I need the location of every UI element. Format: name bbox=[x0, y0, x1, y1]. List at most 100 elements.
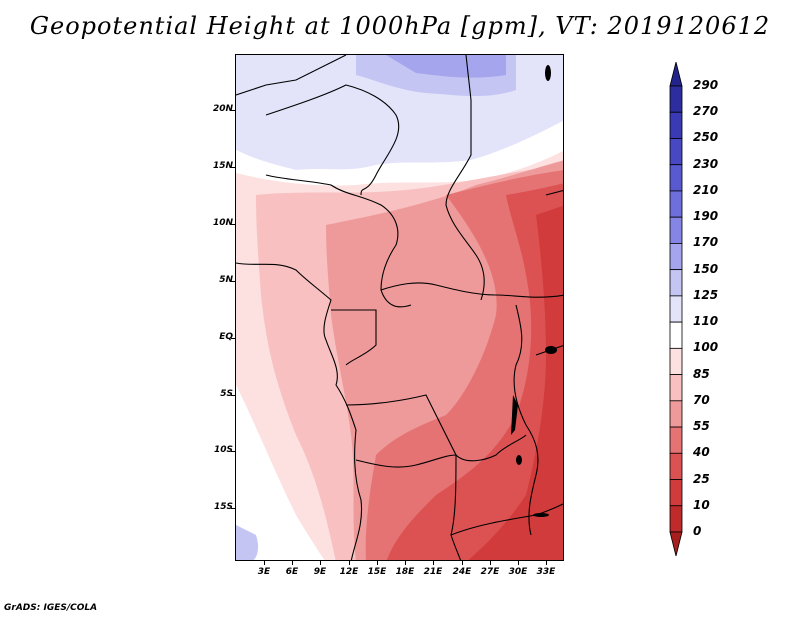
colorbar-level-label: 270 bbox=[693, 104, 719, 119]
lon-tick bbox=[349, 561, 350, 565]
colorbar-cell bbox=[669, 400, 683, 428]
colorbar-level-label: 290 bbox=[693, 78, 719, 92]
lat-tick bbox=[231, 338, 235, 339]
colorbar-cell bbox=[669, 479, 683, 507]
border-east-rift bbox=[513, 304, 539, 536]
lon-tick bbox=[320, 561, 321, 565]
lat-tick bbox=[231, 395, 235, 396]
lat-label-15n: 15N bbox=[212, 161, 233, 171]
colorbar-level-label: 70 bbox=[693, 392, 710, 407]
colorbar-level-label: 250 bbox=[693, 130, 719, 145]
colorbar-level-label: 85 bbox=[693, 366, 710, 381]
map-panel bbox=[235, 54, 564, 561]
lon-tick bbox=[405, 561, 406, 565]
geopotential-height-map bbox=[236, 55, 563, 560]
colorbar-cell bbox=[669, 426, 683, 454]
colorbar-cell bbox=[669, 505, 683, 533]
colorbar-level-label: 10 bbox=[693, 497, 710, 512]
lon-label-33e: 33E bbox=[536, 567, 556, 577]
colorbar-level-label: 190 bbox=[693, 209, 719, 224]
colorbar-level-label: 110 bbox=[693, 314, 719, 329]
colorbar-cell bbox=[669, 243, 683, 271]
lat-label-20n: 20N bbox=[212, 104, 233, 114]
colorbar-cell bbox=[669, 321, 683, 349]
colorbar-level-label: 210 bbox=[693, 182, 719, 197]
border-gabon-congo bbox=[331, 309, 377, 366]
colorbar-cell bbox=[669, 269, 683, 297]
colorbar-cells bbox=[669, 62, 683, 557]
colorbar-cell bbox=[669, 85, 683, 113]
height-band-25-40 bbox=[386, 183, 563, 560]
lon-label-15e: 15E bbox=[367, 567, 387, 577]
colorbar-cell bbox=[669, 164, 683, 192]
lat-tick bbox=[231, 281, 235, 282]
colorbar-level-label: 150 bbox=[693, 261, 719, 276]
colorbar-cell bbox=[669, 531, 683, 557]
height-band-south-west-blue bbox=[236, 525, 259, 560]
lon-label-30e: 30E bbox=[508, 567, 528, 577]
colorbar-cell bbox=[669, 138, 683, 166]
lat-label-10s: 10S bbox=[213, 445, 233, 455]
colorbar-level-label: 40 bbox=[693, 445, 710, 460]
height-band-100-110 bbox=[236, 121, 563, 186]
height-band-10-25 bbox=[468, 205, 563, 560]
colorbar-level-label: 125 bbox=[693, 287, 719, 302]
lon-label-6e: 6E bbox=[285, 567, 299, 577]
colorbar bbox=[669, 62, 683, 557]
lon-tick bbox=[518, 561, 519, 565]
lon-tick bbox=[292, 561, 293, 565]
border-drc-angola bbox=[345, 394, 527, 462]
colorbar-cell bbox=[669, 452, 683, 480]
lat-label-10n: 10N bbox=[212, 218, 233, 228]
lon-label-18e: 18E bbox=[395, 567, 415, 577]
lon-tick bbox=[433, 561, 434, 565]
colorbar-cell bbox=[669, 111, 683, 139]
lat-label-5s: 5S bbox=[220, 389, 233, 399]
colorbar-cell bbox=[669, 62, 683, 87]
nile-lake-north bbox=[545, 65, 551, 81]
border-angola-zambia bbox=[355, 454, 462, 560]
border-north-west bbox=[236, 55, 347, 96]
lon-label-12e: 12E bbox=[339, 567, 359, 577]
lat-tick bbox=[231, 508, 235, 509]
colorbar-level-label: 230 bbox=[693, 156, 719, 171]
lat-label-15s: 15S bbox=[213, 502, 233, 512]
colorbar-level-label: 0 bbox=[693, 524, 702, 538]
colorbar-level-label: 25 bbox=[693, 471, 710, 486]
lon-label-27e: 27E bbox=[480, 567, 500, 577]
lon-label-21e: 21E bbox=[423, 567, 443, 577]
colorbar-level-label: 55 bbox=[693, 419, 710, 434]
colorbar-level-label: 100 bbox=[693, 340, 719, 355]
lon-label-3e: 3E bbox=[257, 567, 271, 577]
lon-tick bbox=[462, 561, 463, 565]
grads-credit: GrADS: IGES/COLA bbox=[4, 603, 98, 613]
atlantic-coastline bbox=[236, 262, 363, 560]
lake-mweru bbox=[516, 455, 522, 465]
lon-tick bbox=[377, 561, 378, 565]
lake-kariba bbox=[533, 513, 549, 517]
border-central bbox=[265, 174, 412, 308]
lon-label-24e: 24E bbox=[452, 567, 472, 577]
lat-tick bbox=[231, 224, 235, 225]
colorbar-cell bbox=[669, 347, 683, 375]
lon-tick bbox=[490, 561, 491, 565]
colorbar-cell bbox=[669, 216, 683, 244]
colorbar-level-label: 170 bbox=[693, 235, 719, 250]
lakes bbox=[511, 65, 557, 517]
lat-tick bbox=[231, 451, 235, 452]
lon-tick bbox=[546, 561, 547, 565]
colorbar-cell bbox=[669, 374, 683, 402]
border-car-drc bbox=[380, 282, 563, 298]
height-band-south-west-low bbox=[236, 385, 325, 560]
map-title: Geopotential Height at 1000hPa [gpm], VT… bbox=[29, 12, 771, 40]
lat-tick bbox=[231, 110, 235, 111]
colorbar-cell bbox=[669, 295, 683, 323]
lat-tick bbox=[231, 167, 235, 168]
coastlines-and-borders bbox=[236, 55, 563, 560]
border-sudan bbox=[445, 55, 485, 301]
lon-label-9e: 9E bbox=[313, 567, 327, 577]
border-niger-chad bbox=[265, 84, 400, 196]
lon-tick bbox=[264, 561, 265, 565]
lat-label-eq: EQ bbox=[219, 332, 233, 342]
colorbar-cell bbox=[669, 190, 683, 218]
